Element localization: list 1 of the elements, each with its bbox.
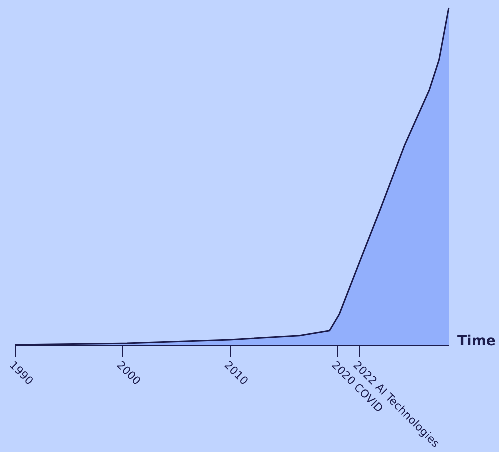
x-axis-title: Time [458, 334, 496, 350]
